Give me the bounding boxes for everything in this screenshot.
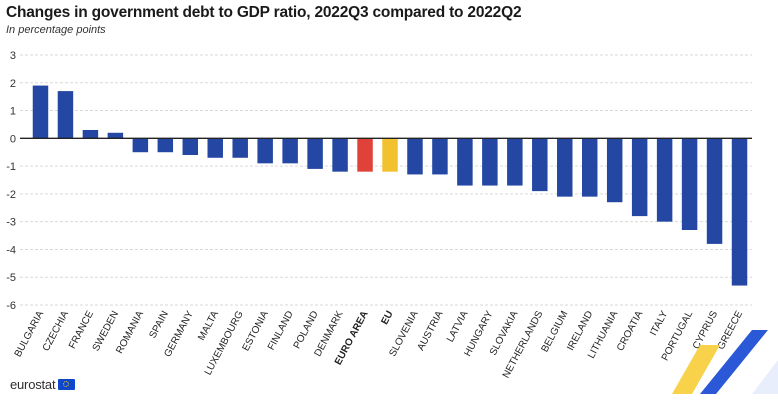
chart-subtitle: In percentage points bbox=[6, 24, 106, 36]
chart-title: Changes in government debt to GDP ratio,… bbox=[6, 4, 522, 21]
bar-netherlands bbox=[532, 138, 548, 192]
bar-denmark bbox=[332, 138, 348, 172]
x-tick-label: SPAIN bbox=[148, 309, 171, 340]
y-tick-label: -4 bbox=[6, 244, 16, 256]
x-tick-label: BULGARIA bbox=[13, 309, 47, 359]
x-tick-label: ITALY bbox=[648, 309, 670, 338]
y-tick-label: -1 bbox=[6, 161, 16, 173]
bar-greece bbox=[731, 138, 748, 286]
bar-eu bbox=[382, 138, 398, 172]
bars bbox=[32, 85, 748, 286]
bar-malta bbox=[207, 138, 223, 158]
bar-belgium bbox=[557, 138, 573, 197]
y-tick-label: -5 bbox=[6, 272, 16, 284]
bar-croatia bbox=[631, 138, 648, 217]
x-tick-label: LATVIA bbox=[445, 309, 471, 344]
bar-poland bbox=[307, 138, 323, 169]
bar-slovakia bbox=[507, 138, 523, 186]
bar-portugal bbox=[681, 138, 698, 230]
bar-sweden bbox=[107, 132, 124, 139]
bar-lithuania bbox=[606, 138, 623, 203]
grid-layer bbox=[20, 54, 752, 306]
bar-france bbox=[82, 130, 99, 139]
x-tick-label: MALTA bbox=[196, 309, 221, 343]
bar-germany bbox=[182, 138, 199, 155]
corner-decoration bbox=[672, 330, 778, 394]
eu-flag-icon bbox=[58, 379, 76, 390]
y-tick-label: 2 bbox=[10, 78, 16, 90]
bar-austria bbox=[432, 138, 448, 175]
y-tick-label: 1 bbox=[10, 106, 16, 118]
bar-czechia bbox=[57, 91, 74, 139]
decor-stripe-blue bbox=[700, 330, 768, 394]
bar-finland bbox=[282, 138, 298, 164]
bar-italy bbox=[656, 138, 673, 222]
y-tick-label: 3 bbox=[10, 50, 16, 62]
bar-euro-area bbox=[357, 138, 373, 172]
eurostat-logo: eurostat bbox=[10, 377, 76, 392]
bar-bulgaria bbox=[32, 85, 49, 139]
y-tick-label: -2 bbox=[6, 189, 16, 201]
bar-luxembourg bbox=[232, 138, 248, 158]
bar-hungary bbox=[482, 138, 498, 186]
bar-ireland bbox=[581, 138, 598, 197]
bar-spain bbox=[157, 138, 174, 153]
y-axis-ticks: 3 2 1 0 -1 -2 -3 -4 -5 -6 bbox=[6, 50, 16, 312]
bar-romania bbox=[132, 138, 149, 153]
bar-cyprus bbox=[706, 138, 723, 244]
x-tick-label: EU bbox=[379, 309, 395, 326]
bar-estonia bbox=[257, 138, 273, 164]
logo-text: eurostat bbox=[10, 377, 56, 392]
y-tick-label: 0 bbox=[10, 133, 16, 145]
bar-latvia bbox=[457, 138, 473, 186]
x-tick-label: AUSTRIA bbox=[416, 309, 446, 353]
bar-slovenia bbox=[407, 138, 423, 175]
y-tick-label: -6 bbox=[6, 300, 16, 312]
decor-stripe-yellow bbox=[672, 345, 720, 394]
decor-stripe-light bbox=[752, 360, 778, 394]
y-tick-label: -3 bbox=[6, 217, 16, 229]
